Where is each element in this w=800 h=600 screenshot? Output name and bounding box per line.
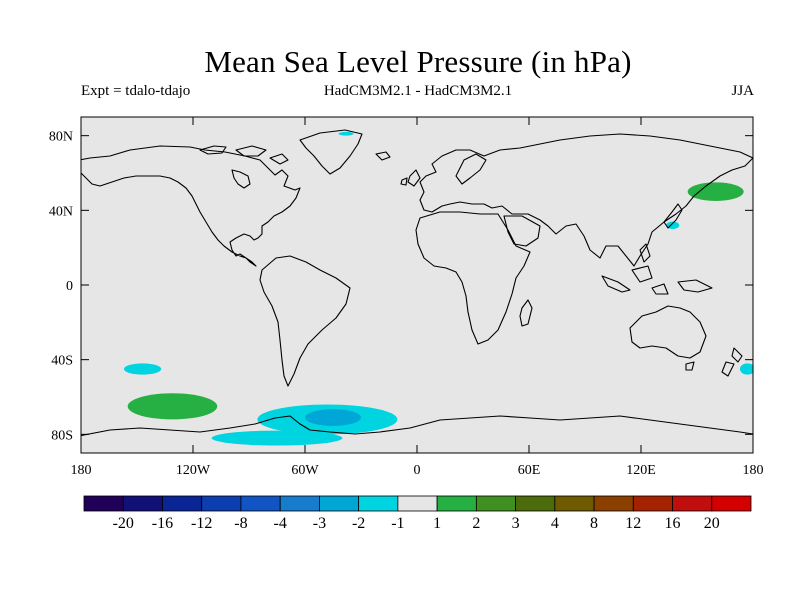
lat-tick-label: 40S	[51, 354, 73, 369]
colorbar-label: -1	[391, 515, 404, 532]
colorbar-box	[397, 495, 438, 512]
colorbar-label: 20	[704, 515, 720, 532]
colorbar-box	[358, 495, 399, 512]
colorbar: -20 -16 -12 -8 -4 -3 -2 -1 1 2 3 4 8 12 16 20	[83, 495, 752, 532]
colorbar-label: -4	[274, 515, 287, 532]
colorbar-box	[83, 495, 124, 512]
experiment-label: Expt = tdalo-tdajo	[81, 83, 191, 99]
coastlines	[81, 129, 753, 437]
colorbar-box	[240, 495, 281, 512]
lon-tick-label: 180	[743, 463, 764, 478]
colorbar-box	[279, 495, 320, 512]
colorbar-label: 2	[472, 515, 480, 532]
season-label: JJA	[731, 83, 754, 99]
colorbar-box	[122, 495, 163, 512]
anomaly-region-0	[123, 363, 162, 375]
colorbar-label: 1	[433, 515, 441, 532]
lon-tick-label: 120E	[626, 463, 656, 478]
chart-title: Mean Sea Level Pressure (in hPa)	[204, 44, 632, 79]
lon-tick-label: 180	[71, 463, 92, 478]
colorbar-box	[475, 495, 516, 512]
lat-tick-label: 0	[66, 279, 73, 294]
colorbar-label: -20	[113, 515, 134, 532]
lat-tick-label: 80N	[49, 130, 73, 145]
anomaly-region-1	[127, 393, 218, 420]
colorbar-label: -12	[191, 515, 212, 532]
colorbar-label: 4	[551, 515, 559, 532]
anomaly-regions	[123, 131, 753, 446]
colorbar-box	[554, 495, 595, 512]
colorbar-label: 12	[625, 515, 641, 532]
latitude-axis: 80N 40N 0 40S 80S	[49, 130, 753, 443]
colorbar-box	[632, 495, 673, 512]
anomaly-region-8	[338, 131, 354, 136]
lon-tick-label: 60E	[518, 463, 541, 478]
longitude-axis: 180 120W 60W 0 60E 120E 180	[71, 117, 764, 478]
lon-tick-label: 120W	[176, 463, 211, 478]
lat-tick-label: 80S	[51, 428, 73, 443]
colorbar-label: -16	[152, 515, 173, 532]
colorbar-label: 16	[665, 515, 681, 532]
anomaly-region-5	[687, 182, 744, 202]
lat-tick-label: 40N	[49, 204, 73, 219]
lon-tick-label: 60W	[291, 463, 319, 478]
colorbar-box	[319, 495, 360, 512]
colorbar-box	[593, 495, 634, 512]
colorbar-box	[201, 495, 242, 512]
colorbar-label: 8	[590, 515, 598, 532]
lon-tick-label: 0	[414, 463, 421, 478]
colorbar-box	[711, 495, 752, 512]
colorbar-label: -2	[352, 515, 365, 532]
model-label: HadCM3M2.1 - HadCM3M2.1	[323, 83, 513, 99]
colorbar-box	[672, 495, 713, 512]
anomaly-region-7	[739, 363, 753, 375]
colorbar-box	[436, 495, 477, 512]
anomaly-region-3	[211, 430, 343, 446]
colorbar-label: -3	[313, 515, 326, 532]
anomaly-region-4	[305, 409, 361, 426]
colorbar-label: 3	[512, 515, 520, 532]
colorbar-box	[515, 495, 556, 512]
colorbar-label: -8	[234, 515, 247, 532]
colorbar-box	[162, 495, 203, 512]
